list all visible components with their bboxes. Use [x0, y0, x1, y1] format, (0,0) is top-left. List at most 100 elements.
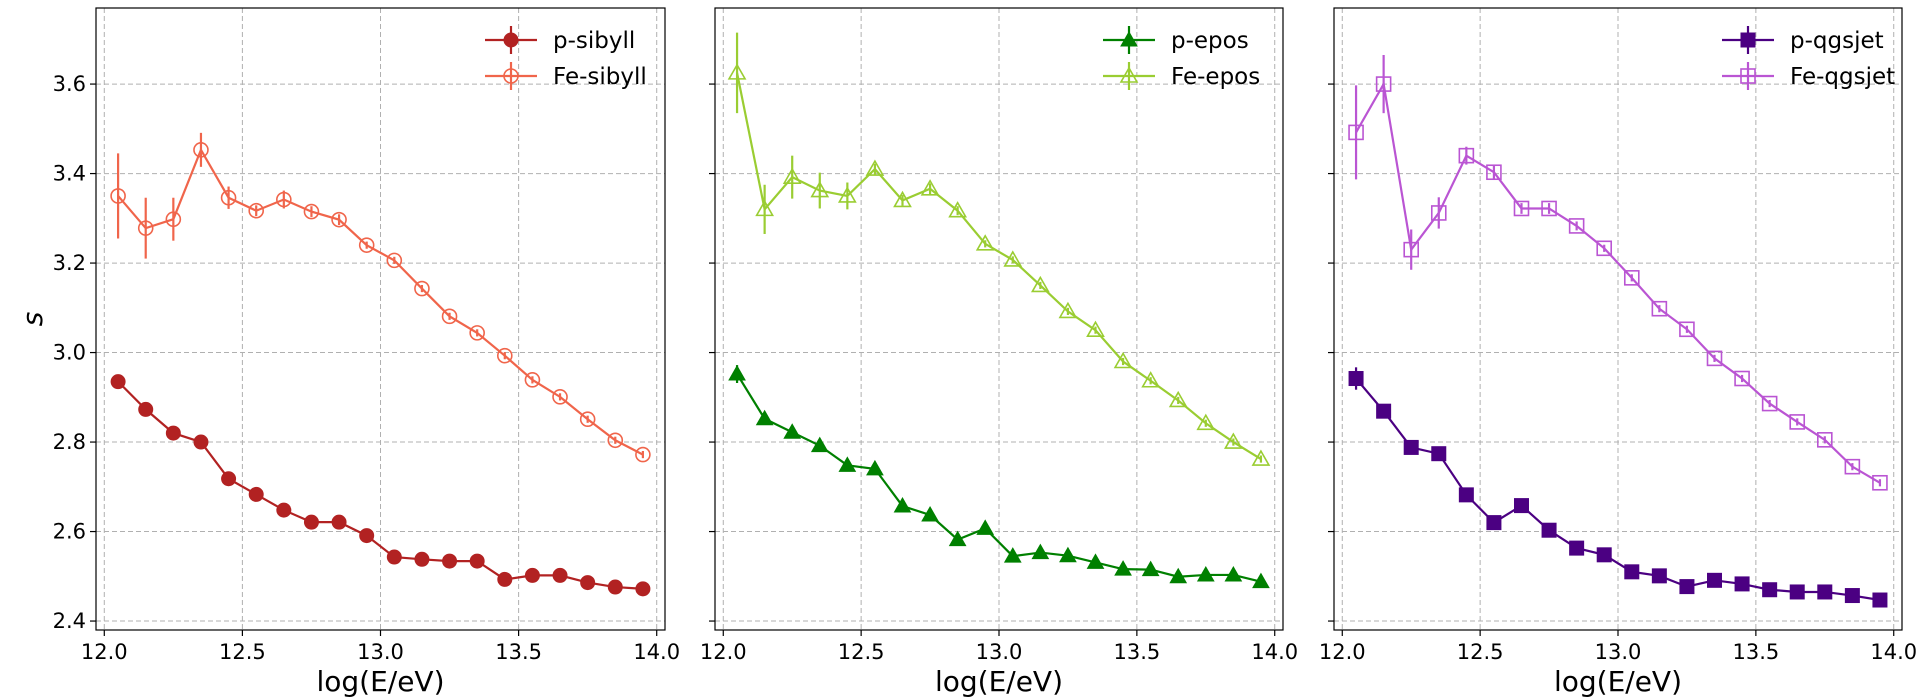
data-point — [248, 486, 264, 502]
x-tick-label: 13.5 — [495, 640, 542, 664]
data-point — [1513, 200, 1530, 217]
legend-marker — [1740, 32, 1756, 48]
data-point — [1596, 240, 1613, 257]
data-point — [441, 308, 458, 325]
data-point — [1252, 572, 1270, 589]
data-point — [1872, 474, 1888, 491]
data-point — [303, 514, 319, 530]
plot-frame — [714, 7, 1284, 631]
data-point — [1872, 592, 1888, 608]
legend-entry-p-qgsjet: p-qgsjet — [1722, 26, 1884, 54]
data-point — [1651, 568, 1667, 584]
data-point — [1706, 350, 1723, 367]
data-point — [386, 549, 402, 565]
x-tick-label: 12.0 — [700, 640, 747, 664]
legend-entry-Fe-qgsjet: Fe-qgsjet — [1722, 62, 1895, 90]
data-point — [1348, 371, 1364, 387]
data-point — [524, 567, 540, 583]
x-tick-label: 14.0 — [633, 640, 680, 664]
data-point — [469, 325, 485, 341]
data-point — [1789, 584, 1805, 600]
y-axis-label: s — [16, 312, 49, 327]
data-point — [110, 374, 126, 390]
data-point — [137, 220, 154, 236]
data-point — [1596, 547, 1612, 563]
data-point — [165, 425, 181, 441]
data-point — [893, 190, 912, 208]
legend-marker — [503, 68, 519, 84]
data-point — [110, 188, 126, 204]
data-point — [920, 179, 940, 196]
data-point — [1348, 124, 1364, 141]
data-point — [552, 567, 568, 583]
data-point — [1168, 390, 1188, 408]
data-point — [607, 432, 624, 449]
data-point — [1569, 540, 1585, 556]
data-point — [1513, 498, 1529, 514]
x-tick-label: 14.0 — [1870, 640, 1917, 664]
data-point — [414, 280, 430, 297]
data-point — [303, 203, 320, 220]
data-point — [1789, 414, 1806, 430]
data-point — [1761, 395, 1778, 412]
data-point — [1486, 515, 1502, 531]
legend-marker — [1740, 68, 1756, 84]
data-point — [1431, 446, 1447, 462]
data-point — [1003, 250, 1023, 267]
data-point — [1223, 432, 1243, 449]
legend-label: Fe-qgsjet — [1790, 64, 1895, 90]
series-Fe-qgsjet — [1348, 54, 1888, 491]
data-point — [948, 201, 968, 218]
legend-label: p-sibyll — [553, 28, 635, 54]
data-point — [1623, 270, 1640, 286]
data-point — [1458, 487, 1474, 503]
series-Fe-sibyll — [110, 132, 651, 463]
data-point — [579, 411, 596, 428]
y-tick-label: 2.8 — [53, 430, 86, 454]
data-point — [552, 389, 568, 405]
legend-label: p-epos — [1171, 28, 1249, 54]
data-point — [1086, 553, 1105, 569]
series-line — [1355, 80, 1881, 484]
data-point — [1114, 560, 1132, 576]
data-point — [469, 553, 485, 569]
x-tick-label: 12.5 — [219, 640, 266, 664]
series-p-qgsjet — [1348, 367, 1888, 608]
x-tick-label: 13.0 — [976, 640, 1023, 664]
data-point — [331, 211, 347, 228]
y-tick-label: 2.6 — [53, 520, 86, 544]
data-point — [1624, 564, 1640, 580]
plot-frame — [1333, 7, 1903, 631]
data-point — [524, 372, 541, 388]
data-point — [1458, 147, 1475, 164]
data-point — [1679, 579, 1695, 595]
legend-marker — [1120, 30, 1138, 47]
data-point — [1817, 584, 1833, 600]
data-point — [1003, 547, 1022, 563]
x-tick-label: 12.5 — [1457, 640, 1504, 664]
legend-label: Fe-epos — [1171, 64, 1260, 90]
data-point — [1403, 241, 1420, 258]
series-p-sibyll — [110, 374, 651, 597]
data-point — [193, 434, 209, 450]
y-tick-label: 3.6 — [53, 72, 86, 96]
data-point — [193, 142, 209, 158]
legend-entry-Fe-epos: Fe-epos — [1103, 62, 1260, 90]
data-point — [1030, 275, 1050, 293]
data-point — [783, 423, 802, 439]
data-point — [1196, 413, 1216, 431]
legend-entry-p-sibyll: p-sibyll — [485, 26, 635, 54]
data-point — [976, 519, 995, 535]
data-point — [1707, 572, 1723, 588]
data-point — [276, 191, 292, 208]
data-point — [496, 347, 513, 364]
panel-1: 2.4 2.6 2.8 3.0 3.2 3.4 3.6 12.0 12.5 13.0 13.5 14.… — [16, 7, 680, 698]
data-point — [921, 505, 939, 522]
data-point — [442, 553, 458, 569]
x-tick-label: 13.5 — [1732, 640, 1779, 664]
data-point — [1762, 582, 1778, 598]
data-point — [1086, 320, 1105, 337]
data-point — [1541, 522, 1557, 538]
data-point — [810, 180, 830, 198]
x-tick-label: 12.0 — [1319, 640, 1366, 664]
